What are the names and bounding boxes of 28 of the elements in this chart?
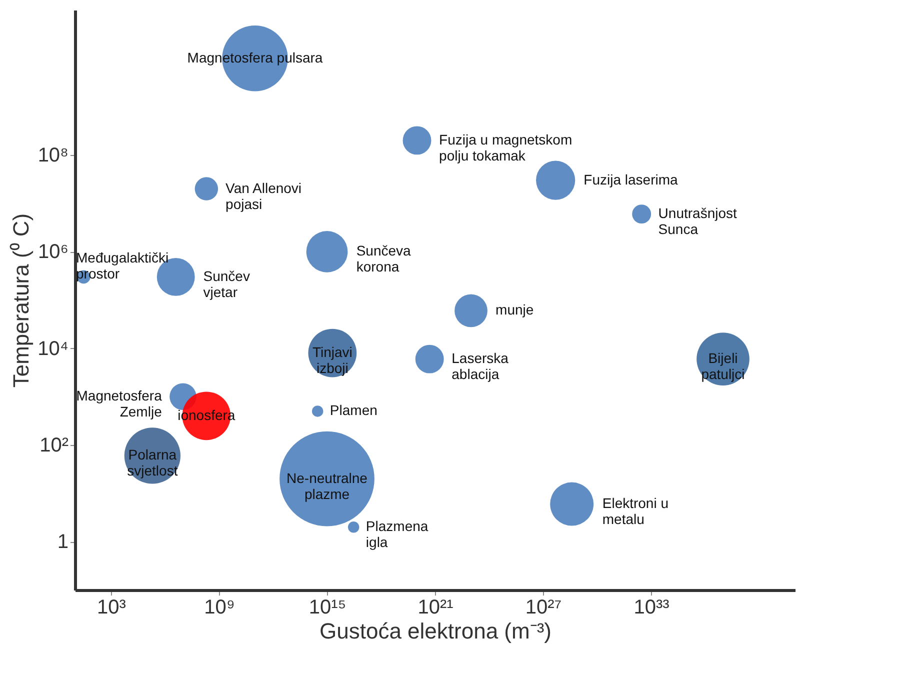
annotation: munje [496, 302, 534, 318]
x-tick-label: 10³³ [634, 596, 670, 618]
x-tick-label: 10²⁷ [525, 596, 562, 618]
x-axis-title: Gustoća elektrona (m⁻³) [320, 618, 552, 644]
annotation: Fuzija u magnetskom polju tokamak [439, 131, 572, 164]
y-tick-label: 10⁴ [38, 338, 68, 360]
annotation: Sunčev vjetar [203, 268, 250, 300]
annotation: Laserska ablacija [452, 350, 509, 382]
annotation: Unutrašnjost Sunca [658, 205, 737, 238]
annotation: Ne-neutralne plazme [286, 470, 368, 502]
x-tick-label: 10¹⁵ [308, 596, 346, 618]
y-tick-label: 10⁶ [38, 241, 68, 264]
y-tick-label: 1 [57, 531, 68, 554]
y-tick-label: 10⁸ [38, 144, 68, 166]
y-tick-label: 10² [40, 434, 69, 456]
x-tick-label: 10²¹ [418, 596, 454, 618]
x-tick-label: 10⁹ [204, 596, 235, 618]
annotation: Magnetosfera Zemlje [76, 388, 162, 420]
y-axis-title: Temperatura (⁰ C) [8, 213, 34, 388]
annotation: Plamen [330, 402, 378, 418]
annotation: Van Allenovi pojasi [226, 180, 302, 212]
annotation: Bijeli patuljci [701, 350, 745, 382]
annotation: Sunčeva korona [356, 242, 412, 275]
annotation: Tinjavi izboji [312, 344, 352, 376]
annotation: Fuzija laserima [584, 171, 678, 188]
x-tick-label: 10³ [97, 596, 126, 618]
annotation: Elektroni u metalu [602, 495, 669, 528]
annotation: Plazmena igla [366, 518, 428, 550]
